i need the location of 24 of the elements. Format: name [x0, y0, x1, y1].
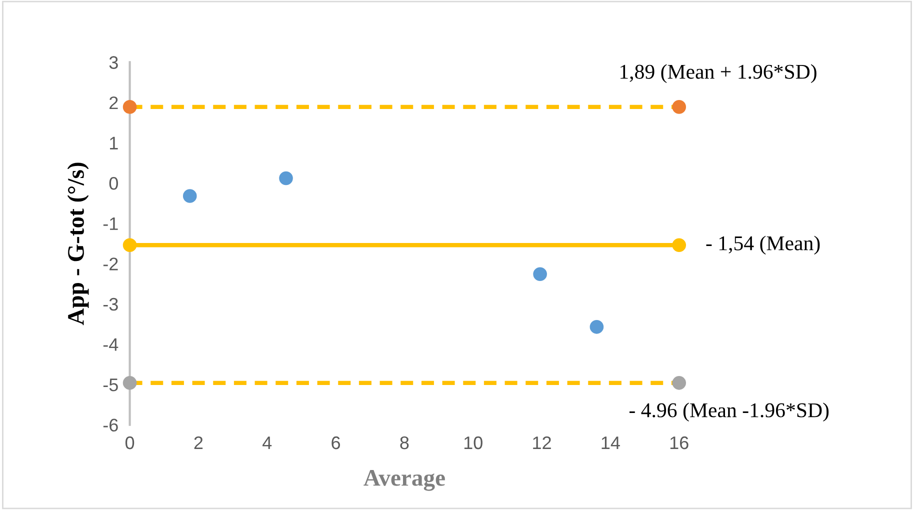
y-tick-label: 0: [109, 177, 118, 190]
x-tick-label: 0: [125, 436, 134, 450]
y-axis-title: App - G-tot (°/s): [67, 162, 89, 326]
y-tick-label: -6: [103, 418, 118, 432]
y-tick-label: 1: [110, 136, 118, 150]
x-tick-label: 16: [670, 436, 688, 450]
y-tick-label: -4: [103, 338, 118, 351]
series-label: 1,89 (Mean + 1.96*SD): [620, 64, 816, 84]
x-tick-label: 14: [602, 436, 620, 450]
y-tick-label: 2: [110, 96, 118, 110]
y-tick-label: -3: [103, 298, 118, 311]
x-tick-label: 2: [194, 436, 203, 450]
y-tick-label: 3: [109, 56, 118, 69]
x-tick-label: 12: [533, 436, 551, 450]
y-tick-label: -2: [103, 258, 118, 270]
series-label: - 1,54 (Mean): [706, 236, 820, 255]
x-axis-title: Average: [364, 470, 445, 491]
x-tick-label: 6: [332, 436, 340, 450]
x-tick-label: 8: [400, 436, 409, 450]
x-tick-label: 4: [262, 436, 272, 450]
series-label: - 4.96 (Mean -1.96*SD): [629, 402, 829, 422]
x-tick-label: 10: [464, 436, 482, 450]
y-tick-label: -5: [103, 378, 118, 392]
y-tick-label: -1: [103, 218, 118, 230]
